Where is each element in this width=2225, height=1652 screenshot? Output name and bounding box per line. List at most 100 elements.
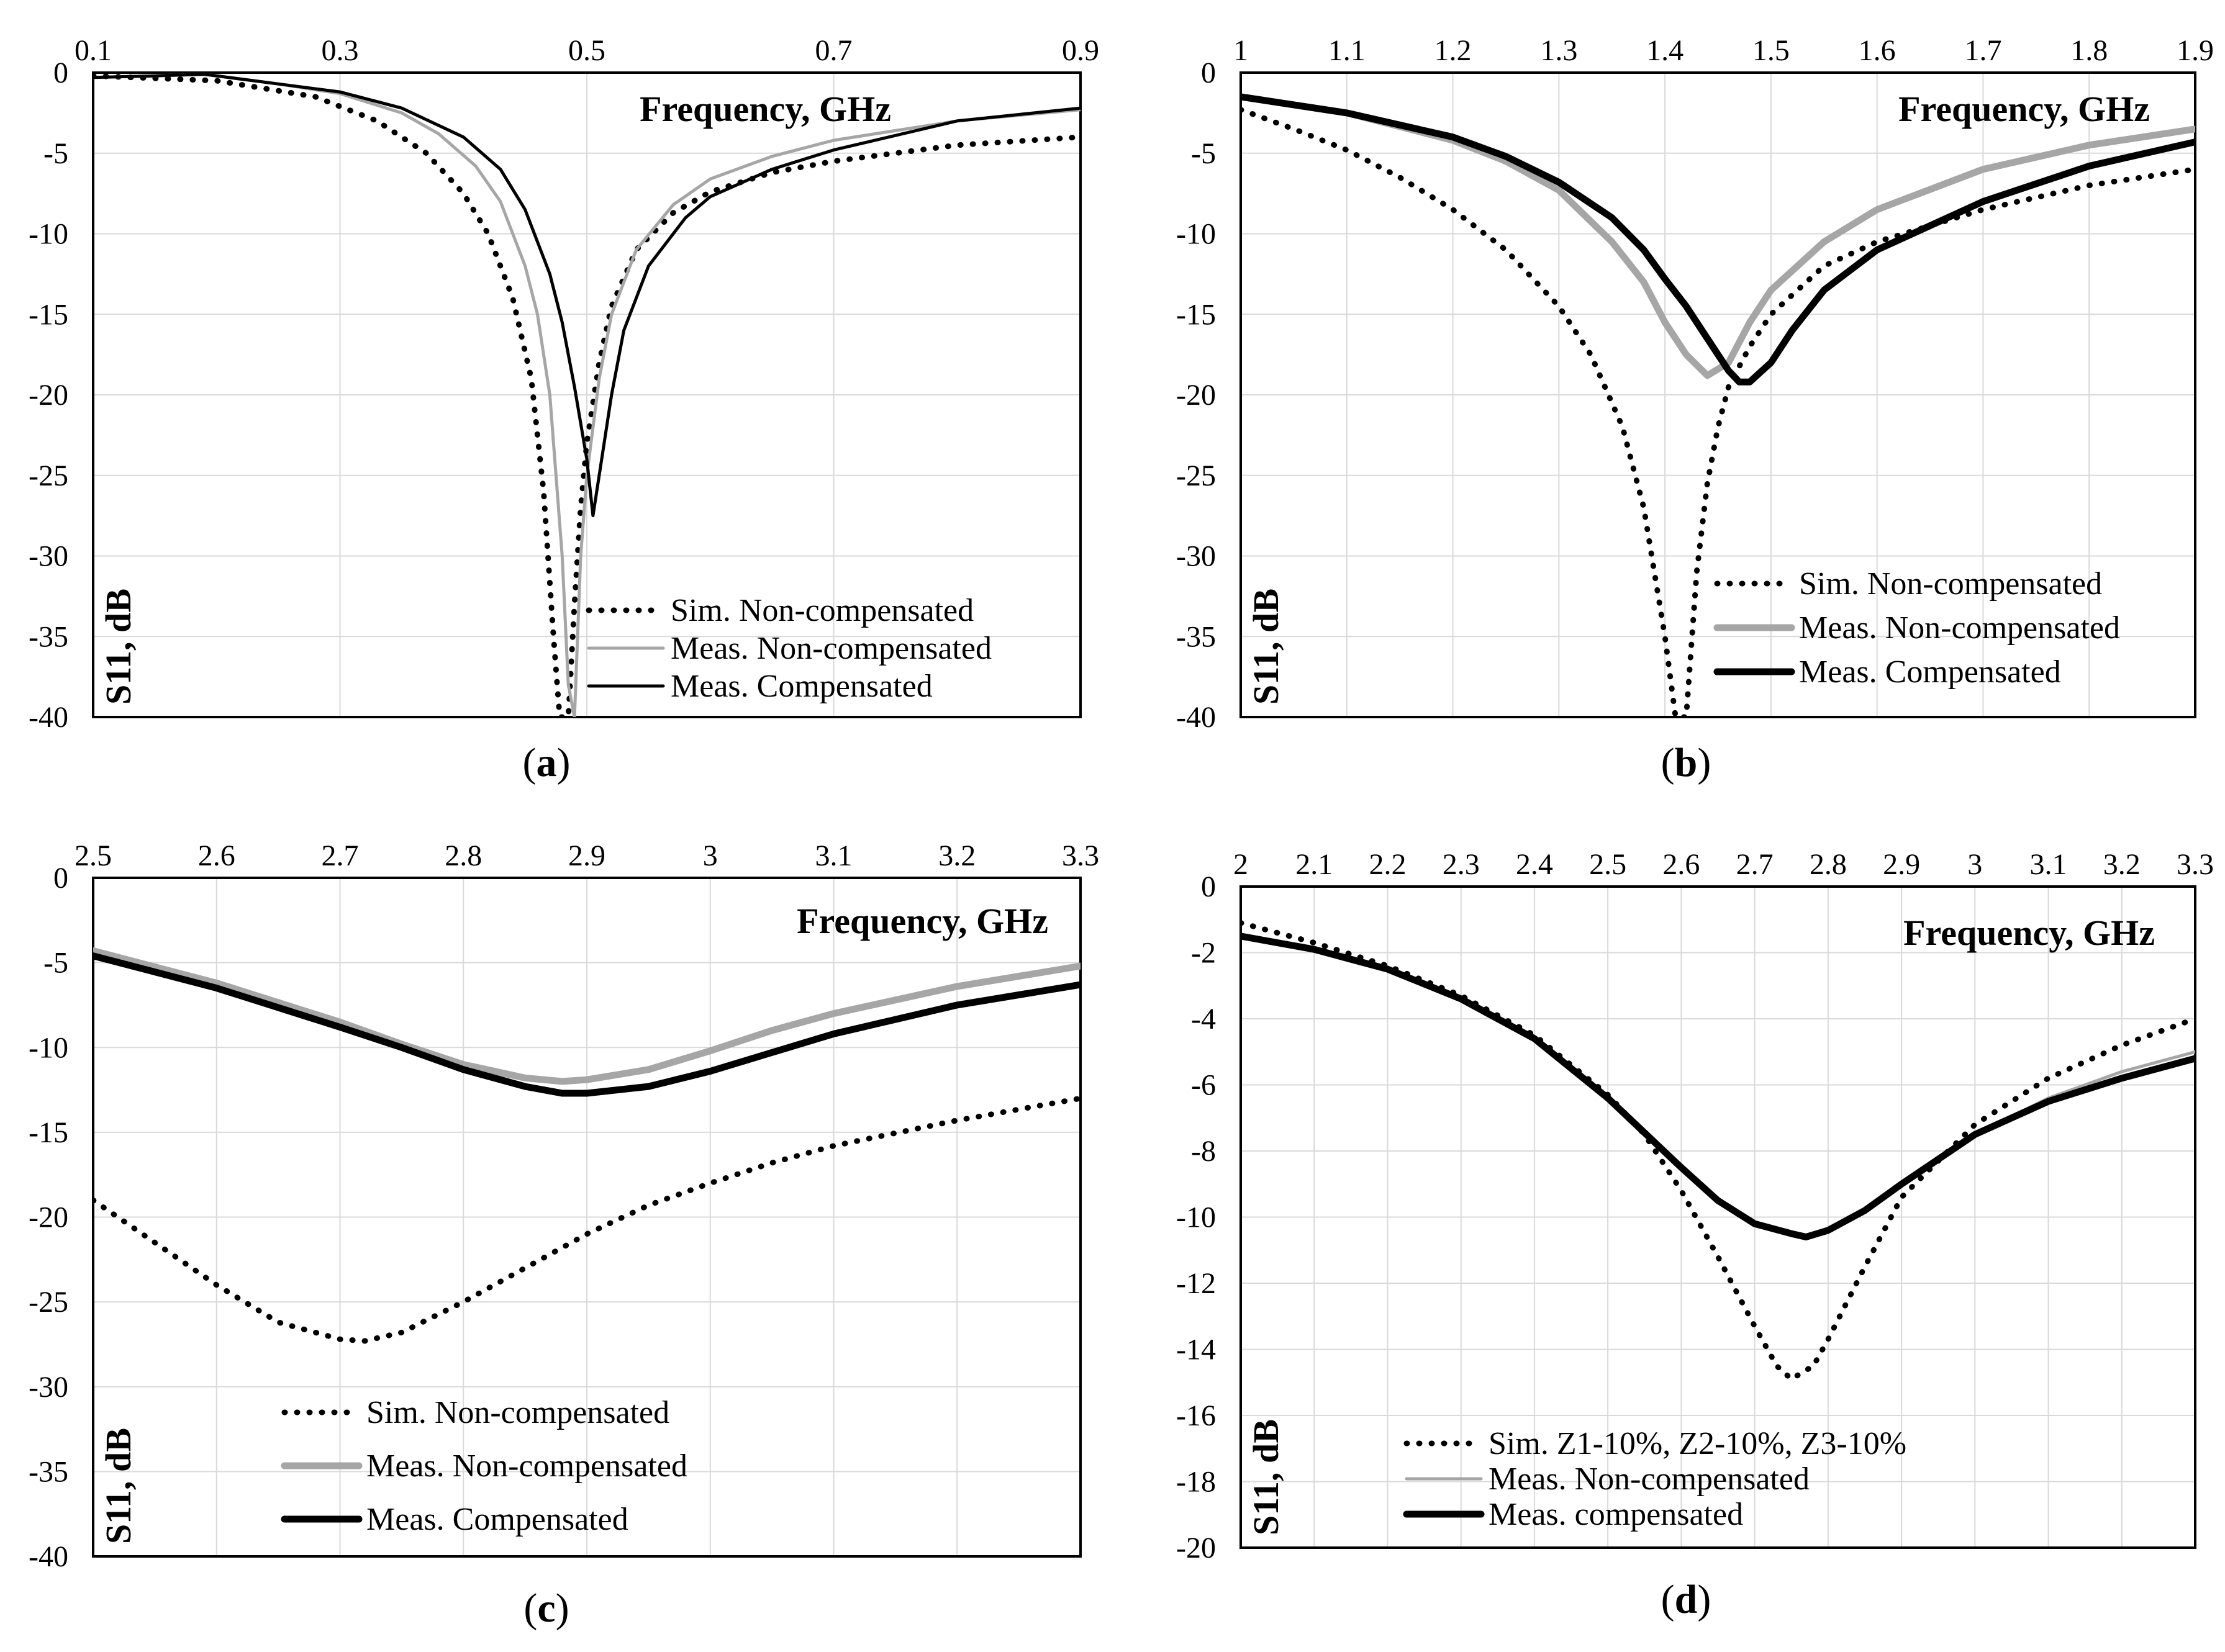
y-tick-label: -20 — [29, 1201, 68, 1234]
y-tick-label: -10 — [29, 1031, 68, 1064]
x-axis-title: Frequency, GHz — [1898, 89, 2150, 129]
x-axis-title: Frequency, GHz — [797, 901, 1048, 941]
x-tick-label: 0.7 — [815, 34, 853, 67]
chart-panel-d: 2 2.1 2.2 2.3 2.4 2.5 2.6 2.7 2.8 2.9 3 3.1 3.2 3.3 0 -… — [1176, 848, 2214, 1622]
y-tick-label: -30 — [1176, 540, 1216, 573]
x-tick-label: 1.8 — [2070, 34, 2108, 67]
x-tick-label: 2.5 — [1589, 848, 1626, 881]
y-tick-label: -40 — [1176, 701, 1216, 734]
x-tick-label: 1.2 — [1434, 34, 1472, 67]
legend-entry: Meas. Compensated — [671, 669, 933, 704]
legend-entry: Meas. compensated — [1489, 1497, 1743, 1532]
plot-frame — [1239, 71, 2196, 718]
x-tick-label: 2.6 — [198, 839, 235, 872]
plot-frame — [92, 71, 1082, 718]
y-tick-label: -10 — [1176, 1201, 1216, 1234]
x-tick-label: 1 — [1233, 34, 1248, 67]
x-tick-label: 2.5 — [75, 839, 112, 872]
y-tick-label: -35 — [1176, 620, 1216, 653]
series-line-1 — [93, 73, 1081, 717]
legend-entry: Meas. Non-compensated — [671, 631, 992, 666]
series-line-2 — [1241, 93, 2195, 379]
x-tick-label: 3 — [703, 839, 718, 872]
y-tick-label: -15 — [1176, 298, 1216, 331]
legend: Sim. Z1-10%, Z2-10%, Z3-10%Meas. Non-com… — [1403, 1426, 1906, 1532]
y-tick-label: -35 — [29, 620, 68, 653]
x-tick-label: 0.5 — [568, 34, 605, 67]
y-tick-label: -14 — [1176, 1334, 1216, 1366]
y-tick-label: -10 — [29, 218, 68, 251]
x-tick-label: 2.9 — [568, 839, 605, 872]
y-tick-label: -15 — [29, 1116, 68, 1149]
legend-entry: Sim. Non-compensated — [1799, 566, 2102, 602]
y-tick-label: 0 — [53, 862, 68, 895]
series-line-3 — [1241, 932, 2195, 1240]
series-line-2 — [93, 947, 1081, 1085]
y-tick-label: -12 — [1176, 1267, 1216, 1300]
x-tick-label: 2.1 — [1295, 848, 1333, 881]
y-tick-label: 0 — [53, 56, 68, 89]
x-tick-label: 0.3 — [322, 34, 359, 67]
y-tick-label: 0 — [1201, 56, 1216, 89]
y-tick-label: -5 — [43, 137, 68, 170]
y-tick-label: -8 — [1191, 1135, 1216, 1168]
x-tick-label: 3.2 — [2103, 848, 2141, 881]
x-tick-label: 1.4 — [1646, 34, 1683, 67]
legend-entry: Meas. Non-compensated — [366, 1448, 687, 1484]
x-tick-label: 0.1 — [75, 34, 112, 67]
x-tick-label: 2.9 — [1883, 848, 1920, 881]
x-tick-label: 1.1 — [1328, 34, 1366, 67]
y-tick-label: -40 — [29, 701, 68, 734]
y-axis-title: S11, dB — [98, 1428, 138, 1544]
y-tick-label: -40 — [29, 1540, 68, 1573]
legend-entry: Sim. Non-compensated — [366, 1395, 669, 1430]
y-axis-title: S11, dB — [1246, 1419, 1286, 1535]
legend-entry: Meas. Non-compensated — [1799, 610, 2120, 646]
chart-panel-b: 1 1.1 1.2 1.3 1.4 1.5 1.6 1.7 1.8 1.9 0 -5 -10 -15 -20… — [1176, 34, 2214, 785]
x-tick-label: 2.7 — [1736, 848, 1774, 881]
chart-panel-c: 2.5 2.6 2.7 2.8 2.9 3 3.1 3.2 3.3 0 -5 -10 -15 -20 -25… — [29, 839, 1099, 1631]
x-tick-label: 3.1 — [2030, 848, 2067, 881]
y-tick-label: -35 — [29, 1455, 68, 1488]
series-line-3 — [93, 73, 1081, 518]
legend: Sim. Non-compensated Meas. Non-compensate… — [281, 1395, 687, 1537]
y-tick-label: -20 — [29, 379, 68, 412]
y-tick-label: -10 — [1176, 218, 1216, 251]
y-tick-label: -25 — [29, 459, 68, 492]
x-tick-label: 3.2 — [938, 839, 976, 872]
y-tick-label: -20 — [1176, 379, 1216, 412]
x-tick-label: 2.6 — [1662, 848, 1700, 881]
x-tick-label: 2.3 — [1443, 848, 1480, 881]
series-line-1 — [93, 1095, 1081, 1344]
legend-entry: Meas. Compensated — [1799, 654, 2061, 690]
panel-label: (c) — [523, 1586, 569, 1631]
series-line-3 — [93, 952, 1081, 1097]
x-axis-title: Frequency, GHz — [1903, 913, 2155, 953]
x-tick-label: 2.8 — [1810, 848, 1847, 881]
x-tick-label: 3.1 — [815, 839, 853, 872]
y-tick-label: -5 — [43, 947, 68, 980]
series-line-2 — [93, 73, 1081, 717]
y-tick-label: -30 — [29, 1371, 68, 1404]
y-tick-label: -18 — [1176, 1466, 1216, 1499]
legend-entry: Meas. Compensated — [366, 1502, 628, 1537]
x-tick-label: 3.3 — [2177, 848, 2214, 881]
x-tick-label: 1.5 — [1752, 34, 1790, 67]
y-axis-title: S11, dB — [1246, 589, 1286, 705]
x-tick-label: 1.7 — [1964, 34, 2001, 67]
x-tick-label: 2.4 — [1516, 848, 1553, 881]
x-tick-label: 2.7 — [322, 839, 359, 872]
series-line-3 — [1241, 93, 2195, 386]
legend-entry: Sim. Non-compensated — [671, 593, 974, 628]
legend: Sim. Non-compensated Meas. Non-compensate… — [1713, 566, 2120, 690]
x-axis-title: Frequency, GHz — [640, 89, 891, 129]
y-tick-label: -6 — [1191, 1069, 1216, 1102]
y-tick-label: -25 — [29, 1286, 68, 1319]
y-tick-label: -5 — [1191, 137, 1216, 170]
y-tick-label: -2 — [1191, 937, 1216, 970]
series-line-1 — [1241, 107, 2195, 717]
y-tick-label: -25 — [1176, 459, 1216, 492]
y-tick-label: -15 — [29, 298, 68, 331]
y-tick-label: 0 — [1201, 870, 1216, 903]
